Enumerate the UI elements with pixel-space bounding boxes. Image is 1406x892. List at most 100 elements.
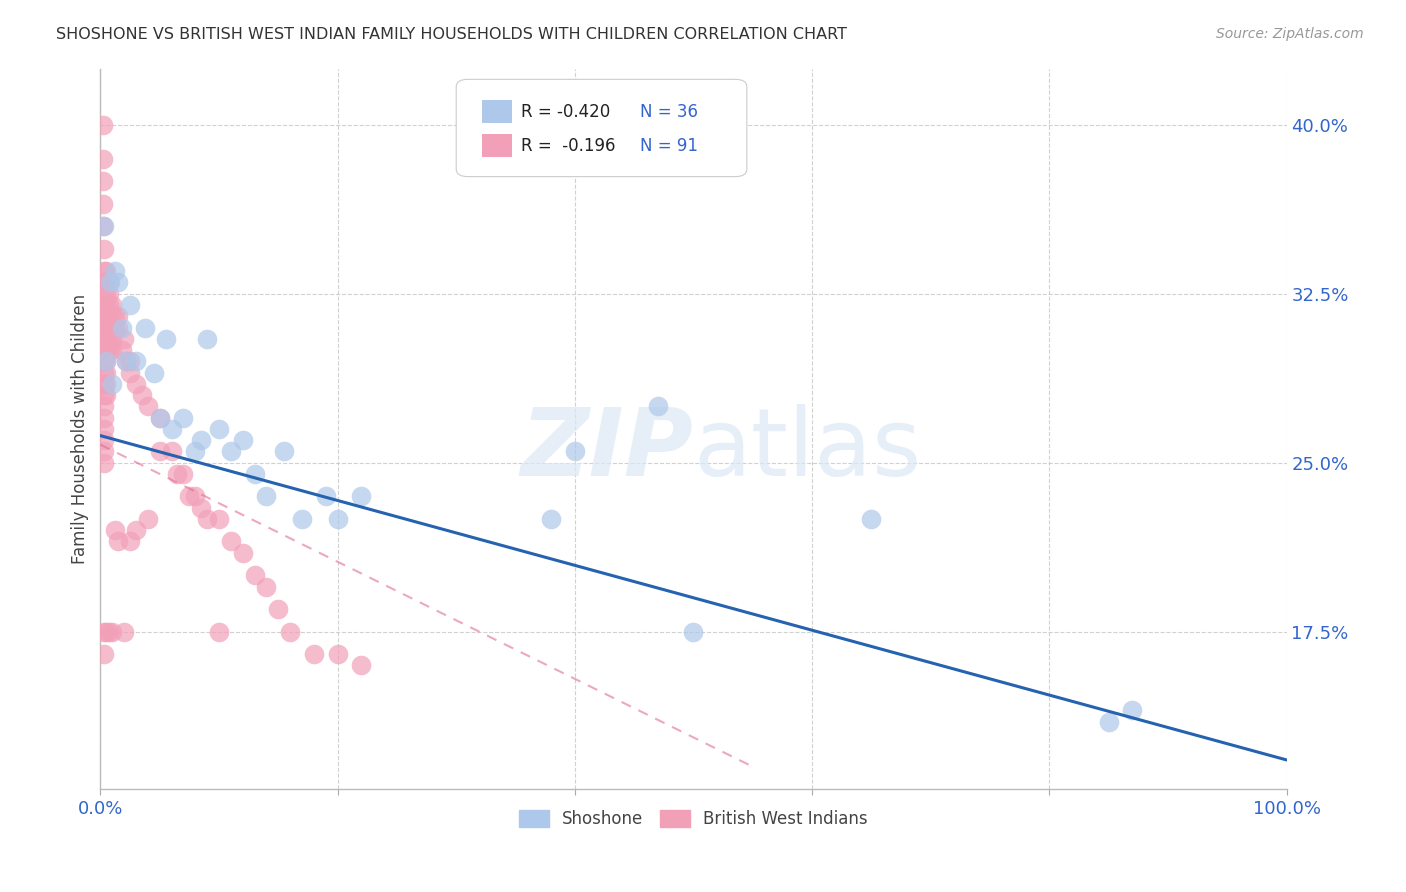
Point <box>93 286 115 301</box>
Point <box>91 196 114 211</box>
Point <box>149 410 172 425</box>
Point <box>118 298 141 312</box>
Point <box>179 490 201 504</box>
Point <box>96 264 118 278</box>
Point <box>93 422 115 436</box>
Point <box>136 512 159 526</box>
Bar <box>482 100 512 123</box>
Point <box>91 118 114 132</box>
Point <box>118 354 141 368</box>
Point <box>93 310 115 324</box>
Bar <box>482 134 512 157</box>
Point <box>350 658 373 673</box>
Point <box>93 354 115 368</box>
Point <box>273 444 295 458</box>
Point <box>166 467 188 481</box>
Point <box>208 512 231 526</box>
Point <box>208 422 231 436</box>
Point <box>149 444 172 458</box>
Point <box>111 343 134 357</box>
Point <box>326 647 349 661</box>
Point <box>131 388 153 402</box>
Point <box>97 286 120 301</box>
Point <box>96 354 118 368</box>
Point <box>134 320 156 334</box>
Point <box>112 624 135 639</box>
Point <box>219 444 242 458</box>
Y-axis label: Family Households with Children: Family Households with Children <box>72 293 89 564</box>
Point <box>232 546 254 560</box>
Text: atlas: atlas <box>693 404 922 497</box>
Point <box>91 152 114 166</box>
Point <box>540 512 562 526</box>
Text: N = 91: N = 91 <box>640 136 699 154</box>
Text: Source: ZipAtlas.com: Source: ZipAtlas.com <box>1216 27 1364 41</box>
Point <box>101 310 124 324</box>
Point <box>96 286 118 301</box>
Point <box>190 500 212 515</box>
FancyBboxPatch shape <box>456 79 747 177</box>
Point <box>97 298 120 312</box>
Point <box>103 320 125 334</box>
Point <box>93 343 115 357</box>
Point <box>93 276 115 290</box>
Point <box>647 400 669 414</box>
Point <box>115 354 138 368</box>
Point <box>190 433 212 447</box>
Point <box>142 366 165 380</box>
Point <box>96 298 118 312</box>
Point <box>93 624 115 639</box>
Point <box>243 568 266 582</box>
Point <box>93 444 115 458</box>
Point <box>93 332 115 346</box>
Point <box>125 354 148 368</box>
Point <box>101 624 124 639</box>
Point <box>107 276 129 290</box>
Point <box>232 433 254 447</box>
Point <box>91 219 114 234</box>
Point <box>97 624 120 639</box>
Point <box>103 523 125 537</box>
Text: N = 36: N = 36 <box>640 103 699 120</box>
Point <box>96 354 118 368</box>
Point <box>93 366 115 380</box>
Point <box>103 310 125 324</box>
Point <box>1121 703 1143 717</box>
Point <box>96 624 118 639</box>
Point <box>195 332 218 346</box>
Point <box>103 264 125 278</box>
Point <box>302 647 325 661</box>
Point <box>278 624 301 639</box>
Point <box>96 320 118 334</box>
Point <box>97 332 120 346</box>
Point <box>97 320 120 334</box>
Point <box>149 410 172 425</box>
Point <box>155 332 177 346</box>
Point <box>101 343 124 357</box>
Point <box>93 242 115 256</box>
Point <box>315 490 337 504</box>
Point <box>101 320 124 334</box>
Point <box>93 219 115 234</box>
Point <box>160 422 183 436</box>
Point <box>93 647 115 661</box>
Point <box>243 467 266 481</box>
Point <box>136 400 159 414</box>
Point <box>93 456 115 470</box>
Point <box>96 332 118 346</box>
Point <box>93 388 115 402</box>
Point <box>96 310 118 324</box>
Point <box>125 523 148 537</box>
Text: SHOSHONE VS BRITISH WEST INDIAN FAMILY HOUSEHOLDS WITH CHILDREN CORRELATION CHAR: SHOSHONE VS BRITISH WEST INDIAN FAMILY H… <box>56 27 848 42</box>
Point <box>172 467 194 481</box>
Legend: Shoshone, British West Indians: Shoshone, British West Indians <box>512 804 875 835</box>
Point <box>291 512 314 526</box>
Point <box>350 490 373 504</box>
Point <box>326 512 349 526</box>
Point <box>93 298 115 312</box>
Point <box>97 310 120 324</box>
Point <box>564 444 586 458</box>
Point <box>91 174 114 188</box>
Point <box>107 310 129 324</box>
Point <box>254 490 277 504</box>
